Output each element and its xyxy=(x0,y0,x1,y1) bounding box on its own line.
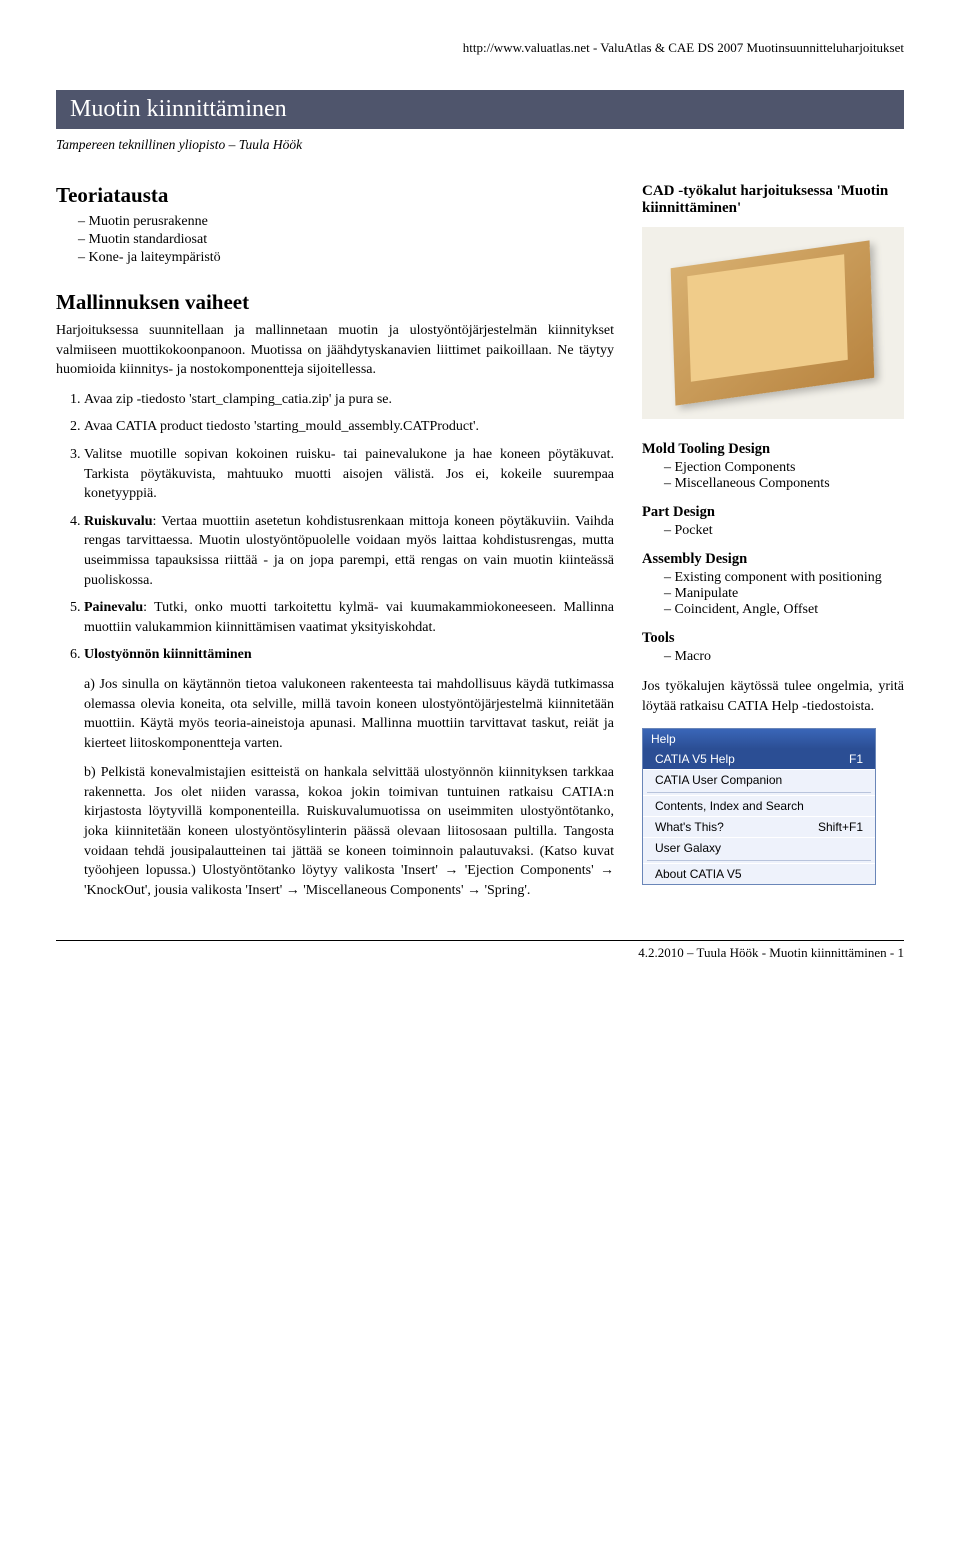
help-menu-item: User Galaxy xyxy=(643,837,875,858)
step-item: Avaa zip -tiedosto 'start_clamping_catia… xyxy=(84,390,614,410)
menu-separator xyxy=(647,792,871,793)
list-item: Kone- ja laiteympäristö xyxy=(78,250,614,266)
list-item: Muotin standardiosat xyxy=(78,232,614,248)
step-item: Avaa CATIA product tiedosto 'starting_mo… xyxy=(84,417,614,437)
assembly-design-title: Assembly Design xyxy=(642,551,904,568)
list-item: Macro xyxy=(664,649,904,665)
step-lead: Painevalu xyxy=(84,600,143,615)
teoria-heading: Teoriatausta xyxy=(56,183,614,208)
help-menu-item: What's This? Shift+F1 xyxy=(643,816,875,837)
step-body: : Tutki, onko muotti tarkoitettu kylmä- … xyxy=(84,600,614,635)
intro-paragraph: Harjoituksessa suunnitellaan ja mallinne… xyxy=(56,321,614,380)
step-lead: Ulostyönnön kiinnittäminen xyxy=(84,647,252,662)
part-design-title: Part Design xyxy=(642,504,904,521)
steps-list: Avaa zip -tiedosto 'start_clamping_catia… xyxy=(56,390,614,901)
step-body: : Vertaa muottiin asetetun kohdistusrenk… xyxy=(84,514,614,588)
help-menu-item: About CATIA V5 xyxy=(643,863,875,884)
list-item: Existing component with positioning xyxy=(664,570,904,586)
menu-label: What's This? xyxy=(655,820,724,834)
tools-list: Macro xyxy=(642,649,904,665)
page-footer: 4.2.2010 – Tuula Höök - Muotin kiinnittä… xyxy=(56,940,904,961)
teoria-list: Muotin perusrakenne Muotin standardiosat… xyxy=(56,214,614,266)
menu-label: CATIA V5 Help xyxy=(655,752,735,766)
part-design-list: Pocket xyxy=(642,523,904,539)
help-menu-screenshot: Help CATIA V5 Help F1 CATIA User Compani… xyxy=(642,728,876,885)
header-url: http://www.valuatlas.net - ValuAtlas & C… xyxy=(56,40,904,56)
step6-para-b: b) Pelkistä konevalmistajien esitteistä … xyxy=(84,763,614,900)
mallinnus-heading: Mallinnuksen vaiheet xyxy=(56,290,614,315)
mold-render-image xyxy=(642,227,904,419)
step-item: Valitse muotille sopivan kokoinen ruisku… xyxy=(84,445,614,504)
step-item: Painevalu: Tutki, onko muotti tarkoitett… xyxy=(84,598,614,637)
assembly-design-list: Existing component with positioning Mani… xyxy=(642,570,904,618)
list-item: Miscellaneous Components xyxy=(664,476,904,492)
menu-label: User Galaxy xyxy=(655,841,721,855)
list-item: Ejection Components xyxy=(664,460,904,476)
step6-para-a: a) Jos sinulla on käytännön tietoa valuk… xyxy=(84,675,614,753)
list-item: Coincident, Angle, Offset xyxy=(664,602,904,618)
list-item: Muotin perusrakenne xyxy=(78,214,614,230)
tools-title: Tools xyxy=(642,630,904,647)
cad-heading: CAD -työkalut harjoituksessa 'Muotin kii… xyxy=(642,183,904,217)
step-item: Ruiskuvalu: Vertaa muottiin asetetun koh… xyxy=(84,512,614,590)
list-item: Pocket xyxy=(664,523,904,539)
menu-label: Contents, Index and Search xyxy=(655,799,804,813)
menu-label: CATIA User Companion xyxy=(655,773,782,787)
menu-label: About CATIA V5 xyxy=(655,867,742,881)
help-menu-item: CATIA V5 Help F1 xyxy=(643,749,875,769)
page-title: Muotin kiinnittäminen xyxy=(56,90,904,129)
help-note: Jos työkalujen käytössä tulee ongelmia, … xyxy=(642,677,904,716)
step-item: Ulostyönnön kiinnittäminen a) Jos sinull… xyxy=(84,645,614,900)
step-lead: Ruiskuvalu xyxy=(84,514,152,529)
help-menu-item: CATIA User Companion xyxy=(643,769,875,790)
help-menu-item: Contents, Index and Search xyxy=(643,795,875,816)
mold-tooling-title: Mold Tooling Design xyxy=(642,441,904,458)
list-item: Manipulate xyxy=(664,586,904,602)
mold-tooling-list: Ejection Components Miscellaneous Compon… xyxy=(642,460,904,492)
help-menu-header: Help xyxy=(643,729,875,749)
page-subtitle: Tampereen teknillinen yliopisto – Tuula … xyxy=(56,137,904,153)
menu-shortcut: F1 xyxy=(849,752,863,766)
menu-separator xyxy=(647,860,871,861)
menu-shortcut: Shift+F1 xyxy=(818,820,863,834)
